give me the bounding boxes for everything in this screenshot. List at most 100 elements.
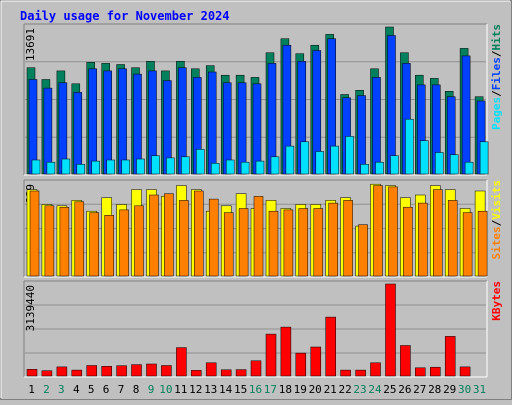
day-label-30: 30 bbox=[458, 383, 471, 396]
bar-files-day-7 bbox=[118, 68, 127, 175]
bar-files-day-2 bbox=[43, 87, 53, 175]
bar-kbytes-day-12 bbox=[191, 370, 202, 377]
bar-sites-day-1 bbox=[29, 190, 40, 277]
bar-files-day-5 bbox=[88, 68, 97, 175]
bar-kbytes-day-17 bbox=[265, 333, 277, 377]
y-max-label: 3139440 bbox=[24, 285, 37, 331]
bar-pages-day-1 bbox=[31, 159, 41, 175]
bar-sites-day-30 bbox=[462, 212, 473, 277]
bar-kbytes-day-19 bbox=[295, 352, 307, 377]
bar-kbytes-day-1 bbox=[26, 369, 38, 377]
bar-sites-day-6 bbox=[104, 215, 114, 277]
day-axis: 1 2 3 4 5 6 7 8 9 10 11 12 13 14 15 16 17 18 19 20 21 22 23 24 2… bbox=[28, 383, 486, 396]
bar-kbytes-day-6 bbox=[101, 366, 112, 377]
bar-pages-day-31 bbox=[479, 141, 489, 175]
bar-kbytes-day-5 bbox=[86, 365, 97, 377]
bar-sites-day-10 bbox=[164, 193, 174, 277]
bar-pages-day-26 bbox=[405, 118, 414, 175]
bar-files-day-25 bbox=[387, 35, 396, 175]
bar-kbytes-day-11 bbox=[176, 347, 187, 377]
bar-kbytes-day-25 bbox=[385, 283, 396, 377]
bar-pages-day-8 bbox=[136, 158, 145, 175]
bar-pages-day-25 bbox=[390, 155, 399, 175]
legend-pages: Pages bbox=[490, 97, 503, 130]
bar-files-day-6 bbox=[103, 70, 112, 175]
panel-kbytes: 3139440 KBytes bbox=[23, 280, 503, 378]
bar-sites-day-7 bbox=[119, 209, 129, 277]
bar-pages-day-9 bbox=[151, 155, 160, 175]
bar-sites-day-18 bbox=[283, 209, 294, 277]
panel-legend: Pages/Files/Hits bbox=[490, 24, 503, 130]
bar-pages-day-23 bbox=[360, 164, 369, 175]
bar-pages-day-15 bbox=[240, 161, 250, 175]
bar-sites-day-12 bbox=[194, 190, 204, 277]
day-label-10: 10 bbox=[159, 383, 172, 396]
bar-pages-day-30 bbox=[464, 161, 474, 175]
bar-pages-day-28 bbox=[435, 152, 444, 175]
panel-hits-files-pages: 13691 Pages/Files/Hits bbox=[23, 23, 503, 176]
chart-title: Daily usage for November 2024 bbox=[20, 9, 230, 23]
bar-pages-day-16 bbox=[255, 160, 265, 175]
bar-pages-day-3 bbox=[61, 158, 71, 175]
bar-pages-day-20 bbox=[315, 151, 325, 175]
bars-kbytes bbox=[26, 283, 471, 377]
bar-kbytes-day-20 bbox=[310, 346, 322, 377]
bar-sites-day-22 bbox=[343, 200, 353, 277]
chart-panels: 13691Pages/Files/Hits689Sites/Visits3139… bbox=[23, 23, 503, 378]
day-label-11: 11 bbox=[174, 383, 187, 396]
day-label-4: 4 bbox=[73, 383, 80, 396]
day-label-6: 6 bbox=[103, 383, 110, 396]
y-max-label: 13691 bbox=[24, 28, 37, 61]
day-label-3: 3 bbox=[58, 383, 65, 396]
bar-kbytes-day-30 bbox=[459, 366, 471, 377]
legend-kbytes: KBytes bbox=[490, 281, 503, 321]
bar-sites-day-20 bbox=[313, 208, 324, 277]
day-label-8: 8 bbox=[133, 383, 140, 396]
bar-sites-day-13 bbox=[208, 198, 219, 277]
bar-kbytes-day-2 bbox=[41, 370, 53, 377]
bar-kbytes-day-3 bbox=[56, 366, 68, 377]
bar-sites-day-2 bbox=[44, 205, 55, 277]
day-label-1: 1 bbox=[28, 383, 35, 396]
bar-files-day-15 bbox=[237, 82, 247, 175]
day-label-31: 31 bbox=[473, 383, 486, 396]
day-label-9: 9 bbox=[148, 383, 155, 396]
bar-pages-day-2 bbox=[46, 161, 56, 175]
bar-kbytes-day-9 bbox=[146, 363, 157, 377]
bar-sites-day-28 bbox=[433, 189, 443, 277]
bar-kbytes-day-15 bbox=[235, 369, 247, 377]
legend-sites: Sites bbox=[490, 226, 503, 259]
bar-kbytes-day-18 bbox=[280, 326, 292, 377]
bar-files-day-16 bbox=[252, 83, 262, 175]
bar-kbytes-day-4 bbox=[71, 369, 83, 377]
day-label-7: 7 bbox=[118, 383, 125, 396]
bar-sites-day-27 bbox=[418, 202, 428, 277]
bar-sites-day-25 bbox=[388, 186, 398, 277]
bar-kbytes-day-23 bbox=[355, 369, 366, 377]
day-label-14: 14 bbox=[219, 383, 233, 396]
day-label-18: 18 bbox=[279, 383, 292, 396]
day-label-29: 29 bbox=[443, 383, 456, 396]
bar-files-day-24 bbox=[372, 77, 381, 175]
day-label-21: 21 bbox=[324, 383, 337, 396]
bar-pages-day-13 bbox=[210, 163, 220, 175]
bar-pages-day-4 bbox=[76, 164, 86, 175]
bar-sites-day-31 bbox=[477, 210, 488, 277]
day-label-17: 17 bbox=[264, 383, 277, 396]
bar-pages-day-29 bbox=[449, 154, 459, 175]
day-label-25: 25 bbox=[383, 383, 396, 396]
bar-files-day-4 bbox=[73, 92, 83, 175]
day-label-26: 26 bbox=[398, 383, 411, 396]
panel-legend: KBytes bbox=[490, 281, 503, 321]
bar-pages-day-19 bbox=[300, 141, 310, 175]
bar-sites-day-29 bbox=[447, 200, 458, 277]
bar-kbytes-day-27 bbox=[415, 367, 426, 377]
bar-pages-day-6 bbox=[106, 159, 115, 175]
day-label-24: 24 bbox=[368, 383, 382, 396]
bar-sites-day-19 bbox=[298, 208, 309, 277]
bar-sites-day-9 bbox=[149, 194, 159, 277]
legend-hits: Hits bbox=[490, 24, 503, 51]
bar-sites-day-16 bbox=[253, 196, 264, 277]
bar-sites-day-11 bbox=[179, 200, 189, 277]
